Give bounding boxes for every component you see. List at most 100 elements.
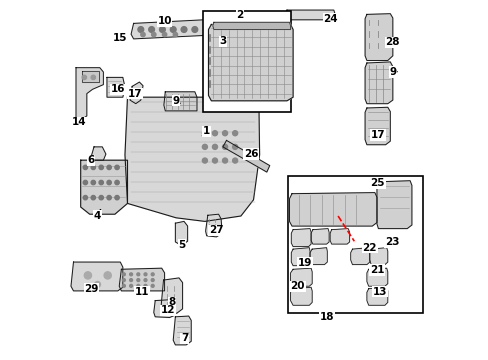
Circle shape [104, 272, 111, 279]
Circle shape [232, 158, 237, 163]
Circle shape [99, 180, 103, 185]
Text: 11: 11 [134, 287, 149, 297]
Circle shape [212, 144, 217, 149]
Circle shape [202, 144, 207, 149]
Polygon shape [290, 287, 311, 305]
Circle shape [181, 27, 186, 32]
Polygon shape [91, 147, 106, 160]
Text: 5: 5 [178, 240, 185, 250]
Text: 21: 21 [369, 265, 384, 275]
Circle shape [162, 32, 166, 37]
Text: 6: 6 [87, 155, 95, 165]
Polygon shape [291, 248, 309, 266]
Circle shape [148, 27, 154, 32]
Circle shape [151, 279, 154, 282]
Text: 10: 10 [157, 16, 171, 26]
Polygon shape [285, 10, 335, 20]
Circle shape [151, 284, 154, 287]
Circle shape [107, 180, 111, 185]
Circle shape [91, 165, 95, 170]
Circle shape [137, 279, 140, 282]
Polygon shape [208, 24, 292, 101]
Circle shape [129, 273, 132, 276]
Circle shape [84, 272, 91, 279]
Text: 17: 17 [127, 89, 142, 99]
Polygon shape [76, 68, 103, 119]
Text: 18: 18 [319, 312, 334, 322]
Circle shape [91, 75, 95, 80]
Circle shape [95, 282, 101, 287]
Text: 13: 13 [372, 287, 386, 297]
Circle shape [212, 131, 217, 136]
Polygon shape [163, 92, 197, 111]
Polygon shape [290, 268, 311, 286]
Polygon shape [310, 229, 328, 244]
Text: 4: 4 [94, 211, 101, 221]
Circle shape [170, 27, 176, 32]
Text: 3: 3 [219, 36, 226, 46]
Circle shape [122, 273, 125, 276]
Circle shape [151, 32, 156, 37]
Circle shape [151, 273, 154, 276]
Polygon shape [81, 71, 99, 82]
Text: 15: 15 [113, 33, 127, 43]
Text: 1: 1 [203, 126, 210, 136]
Polygon shape [119, 268, 164, 291]
Polygon shape [223, 140, 269, 172]
Polygon shape [350, 248, 369, 265]
Text: 2: 2 [236, 10, 244, 20]
Circle shape [122, 279, 125, 282]
Circle shape [99, 195, 103, 200]
Text: 19: 19 [297, 258, 311, 268]
Bar [203, 11, 291, 112]
Circle shape [138, 27, 143, 32]
Polygon shape [71, 262, 122, 291]
Text: 12: 12 [161, 305, 175, 315]
Polygon shape [369, 248, 387, 265]
Circle shape [115, 180, 119, 185]
Text: 17: 17 [369, 130, 384, 140]
Polygon shape [175, 221, 187, 246]
Circle shape [202, 131, 207, 136]
Text: 14: 14 [71, 117, 86, 127]
Polygon shape [329, 229, 349, 244]
Circle shape [222, 144, 227, 149]
Polygon shape [365, 107, 389, 145]
Circle shape [222, 131, 227, 136]
Circle shape [202, 158, 207, 163]
Text: 26: 26 [243, 149, 258, 159]
Polygon shape [161, 278, 182, 313]
Circle shape [141, 32, 145, 37]
Text: 25: 25 [370, 178, 384, 188]
Circle shape [144, 273, 146, 276]
Circle shape [222, 158, 227, 163]
Polygon shape [365, 62, 392, 104]
Polygon shape [309, 248, 326, 265]
Circle shape [137, 273, 140, 276]
Text: 23: 23 [384, 237, 399, 247]
Polygon shape [131, 20, 207, 39]
Circle shape [232, 144, 237, 149]
Polygon shape [125, 97, 259, 221]
Polygon shape [205, 214, 222, 237]
Circle shape [99, 165, 103, 170]
Text: 20: 20 [290, 281, 305, 291]
Polygon shape [153, 300, 175, 318]
Circle shape [144, 284, 146, 287]
Circle shape [115, 165, 119, 170]
Polygon shape [366, 268, 387, 286]
Circle shape [129, 284, 132, 287]
Polygon shape [212, 22, 290, 30]
Circle shape [232, 131, 237, 136]
Circle shape [115, 195, 119, 200]
Circle shape [83, 195, 87, 200]
Polygon shape [366, 287, 387, 305]
Polygon shape [107, 77, 125, 97]
Circle shape [144, 279, 146, 282]
Polygon shape [291, 229, 310, 247]
Text: 29: 29 [84, 284, 99, 294]
Text: 16: 16 [110, 84, 125, 94]
Circle shape [159, 27, 165, 32]
Polygon shape [376, 181, 411, 229]
Polygon shape [130, 82, 142, 104]
